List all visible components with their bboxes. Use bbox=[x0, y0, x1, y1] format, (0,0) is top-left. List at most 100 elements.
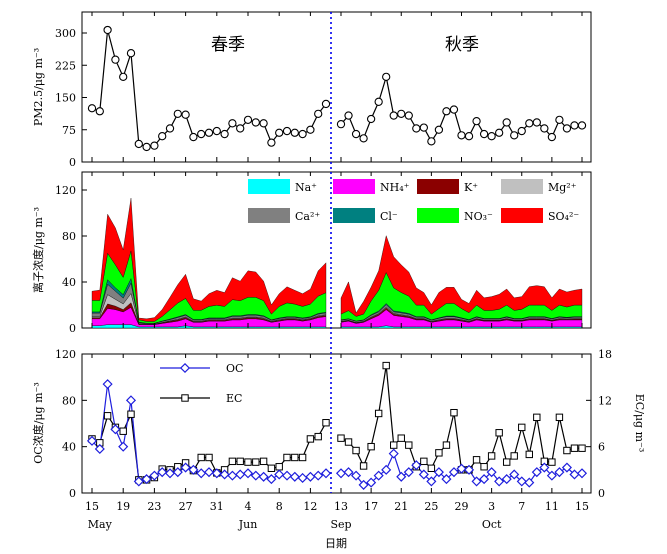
pm25-point-autumn-29 bbox=[555, 115, 564, 125]
ec-point-spring-18 bbox=[228, 457, 237, 466]
month-labels: May Jun Sep Oct bbox=[88, 518, 502, 531]
ec-line-autumn bbox=[340, 365, 582, 471]
x-tick-label-13: 3 bbox=[488, 500, 495, 513]
oc-point-autumn-14 bbox=[441, 474, 452, 485]
pm25-point-spring-15 bbox=[204, 128, 214, 137]
ion-legend-swatch-1 bbox=[333, 179, 375, 194]
ec-point-spring-29 bbox=[314, 432, 322, 441]
pm25-point-spring-20 bbox=[243, 115, 253, 125]
oc-point-autumn-9 bbox=[403, 467, 414, 478]
oc-point-autumn-24 bbox=[516, 476, 527, 487]
x-tick-label-7: 12 bbox=[303, 500, 317, 513]
ec-point-spring-25 bbox=[283, 453, 291, 462]
pm25-point-spring-30 bbox=[321, 99, 331, 109]
pm25-point-spring-10 bbox=[165, 124, 175, 133]
x-tick-label-5: 4 bbox=[245, 500, 252, 513]
oc-point-spring-16 bbox=[211, 468, 222, 479]
ec-point-spring-28 bbox=[306, 435, 315, 443]
pm25-point-autumn-15 bbox=[449, 105, 459, 114]
carbon-panel: 0 40 80 120 0 6 12 18 OC EC OC浓度/μg m⁻³ EC/μg m… bbox=[31, 348, 646, 500]
x-tick-label-9: 17 bbox=[364, 500, 378, 513]
ion-legend-swatch-7 bbox=[501, 208, 543, 223]
carbon-ylabel: OC浓度/μg m⁻³ bbox=[31, 382, 45, 463]
x-axis-ticks: 15 19 23 27 31 4 8 12 13 17 21 25 29 3 7 11 15 bbox=[85, 12, 589, 513]
oc-point-spring-20 bbox=[242, 468, 254, 479]
ec-point-autumn-13 bbox=[435, 449, 443, 457]
pm25-point-autumn-21 bbox=[495, 128, 504, 137]
oc-y-tick-label-0: 0 bbox=[69, 487, 76, 500]
ec-point-spring-22 bbox=[259, 457, 268, 466]
oc-point-autumn-3 bbox=[358, 479, 369, 490]
oc-point-spring-17 bbox=[219, 469, 230, 480]
oc-point-autumn-5 bbox=[373, 470, 384, 481]
ec-point-autumn-0 bbox=[337, 434, 345, 442]
ec-point-autumn-19 bbox=[480, 463, 488, 471]
ec-point-autumn-12 bbox=[427, 464, 436, 472]
ec-point-spring-24 bbox=[275, 463, 283, 471]
ec-point-spring-14 bbox=[197, 453, 205, 462]
ec-y-tick-label-2: 12 bbox=[598, 394, 612, 407]
oc-point-autumn-20 bbox=[486, 467, 497, 478]
ec-point-autumn-32 bbox=[578, 444, 586, 452]
ec-point-spring-26 bbox=[291, 453, 299, 462]
oc-point-autumn-25 bbox=[524, 477, 535, 488]
oc-point-spring-26 bbox=[289, 471, 300, 482]
carbon-y-ticks: 0 40 80 120 bbox=[55, 348, 87, 500]
pm25-ylabel: PM2.5/μg m⁻³ bbox=[32, 48, 45, 126]
pm25-point-autumn-28 bbox=[547, 132, 557, 142]
oc-point-autumn-22 bbox=[501, 474, 512, 485]
oc-point-spring-0 bbox=[86, 435, 98, 446]
pm25-points bbox=[87, 25, 587, 152]
ec-legend-marker bbox=[181, 394, 189, 402]
ec-point-autumn-20 bbox=[487, 452, 496, 460]
pm25-point-autumn-7 bbox=[389, 111, 398, 120]
ion-legend-swatch-6 bbox=[417, 208, 459, 223]
pm25-point-autumn-30 bbox=[562, 124, 572, 133]
pm25-point-autumn-16 bbox=[457, 131, 466, 140]
ec-y-tick-label-1: 6 bbox=[598, 441, 605, 454]
carbon-legend: OC EC bbox=[160, 362, 243, 405]
oc-point-spring-9 bbox=[157, 467, 168, 478]
oc-point-spring-19 bbox=[235, 469, 246, 480]
oc-point-spring-23 bbox=[266, 474, 277, 485]
ions-frame bbox=[81, 171, 592, 329]
pm25-point-autumn-2 bbox=[351, 129, 361, 139]
month-label-2: Sep bbox=[330, 518, 351, 531]
ec-point-spring-4 bbox=[119, 427, 127, 435]
ions-y-tick-label-0: 0 bbox=[69, 322, 76, 335]
pm25-point-spring-21 bbox=[251, 118, 260, 127]
ec-point-autumn-3 bbox=[359, 462, 368, 470]
pm25-point-spring-4 bbox=[119, 72, 128, 82]
ec-point-spring-5 bbox=[127, 410, 135, 418]
ion-legend-label-7: SO₄²⁻ bbox=[548, 210, 579, 223]
autumn-label: 秋季 bbox=[445, 35, 479, 55]
x-tick-label-3: 27 bbox=[179, 500, 193, 513]
pm25-point-spring-22 bbox=[259, 119, 268, 128]
pm25-point-spring-7 bbox=[142, 142, 151, 152]
oc-point-spring-28 bbox=[305, 471, 316, 482]
oc-point-spring-11 bbox=[172, 467, 183, 478]
month-label-0: May bbox=[88, 518, 113, 531]
ion-legend-swatch-5 bbox=[333, 208, 375, 223]
ion-legend-label-1: NH₄⁺ bbox=[380, 181, 410, 194]
x-tick-label-1: 19 bbox=[116, 500, 130, 513]
ions-panel: 0 40 80 120 Na⁺ NH₄⁺ K⁺ Mg²⁺ Ca²⁺ Cl⁻ NO₃⁻ SO₄²⁻ 离… bbox=[31, 171, 592, 335]
oc-point-autumn-7 bbox=[388, 448, 399, 459]
oc-y-tick-label-2: 80 bbox=[62, 394, 76, 407]
oc-point-autumn-1 bbox=[343, 467, 354, 478]
oc-point-spring-15 bbox=[203, 467, 215, 478]
oc-point-spring-22 bbox=[258, 471, 269, 482]
oc-point-autumn-8 bbox=[396, 471, 407, 482]
pm25-point-autumn-14 bbox=[442, 107, 451, 116]
pm25-point-autumn-1 bbox=[344, 111, 353, 120]
ion-legend-label-0: Na⁺ bbox=[295, 181, 317, 194]
month-label-3: Oct bbox=[482, 518, 502, 531]
oc-point-autumn-13 bbox=[433, 467, 444, 478]
oc-point-autumn-12 bbox=[426, 476, 437, 487]
oc-point-autumn-18 bbox=[471, 476, 482, 487]
oc-point-autumn-32 bbox=[576, 468, 588, 479]
ec-point-autumn-25 bbox=[525, 450, 533, 459]
ec-point-autumn-2 bbox=[352, 446, 360, 455]
month-label-1: Jun bbox=[238, 518, 258, 531]
